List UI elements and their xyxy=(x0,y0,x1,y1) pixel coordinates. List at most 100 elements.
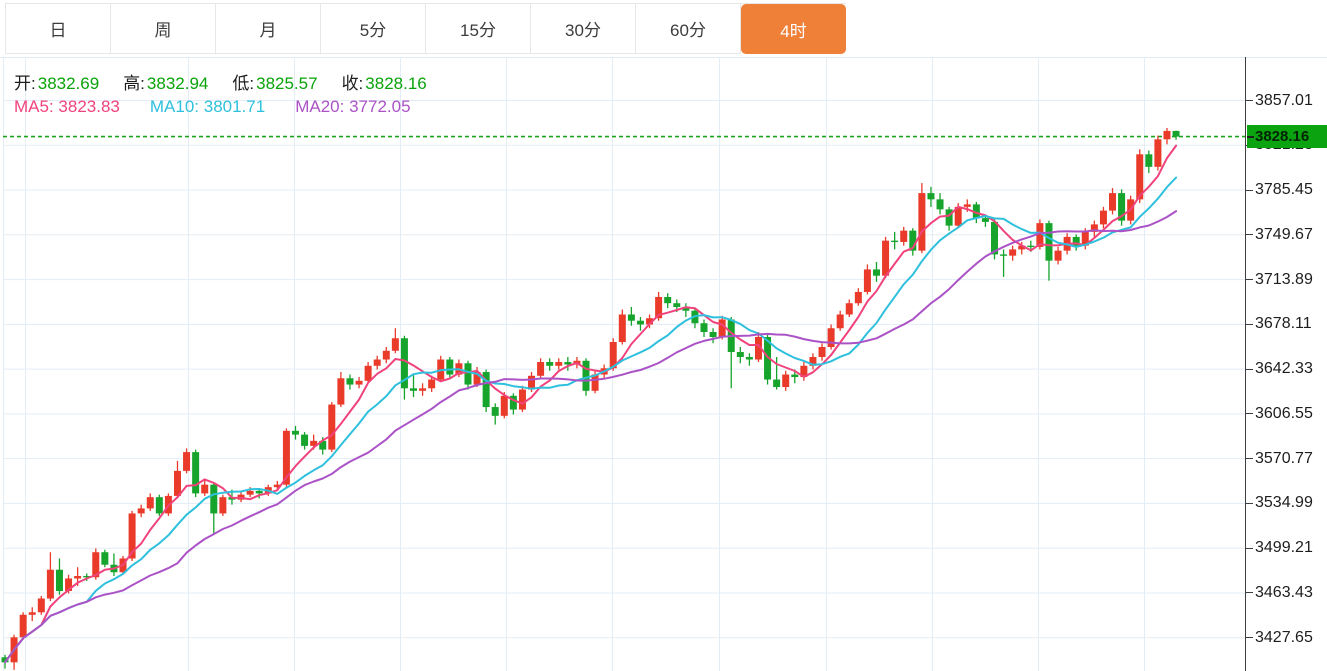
period-tab-bar: 日周月 5分 15分 30分 60分 4时 xyxy=(0,0,1327,57)
tab-period-6[interactable]: 60分 xyxy=(636,4,741,54)
tab-period-2[interactable]: 月 xyxy=(216,4,321,54)
candle-up xyxy=(364,365,372,381)
candle-down xyxy=(255,490,263,494)
candle-up xyxy=(419,388,427,391)
candle-down xyxy=(891,240,899,243)
candle-down xyxy=(546,362,554,366)
candle-down xyxy=(1172,130,1180,137)
candle-up xyxy=(19,614,27,638)
candle-down xyxy=(491,407,499,416)
candle-up xyxy=(183,452,191,471)
candle-down xyxy=(446,359,454,375)
candle-up xyxy=(646,318,654,325)
candle-up xyxy=(591,374,599,391)
candle-up xyxy=(618,314,626,343)
candle-up xyxy=(500,395,508,416)
tab-period-0[interactable]: 日 xyxy=(6,4,111,54)
candle-down xyxy=(981,218,989,222)
candle-up xyxy=(173,470,181,496)
candle-up xyxy=(555,362,563,366)
y-axis-label: 3785.45 xyxy=(1246,181,1327,200)
candle-up xyxy=(355,380,363,385)
ma20-line xyxy=(4,210,1178,664)
y-axis-label: 3678.11 xyxy=(1246,315,1327,334)
y-axis-label-text: 3678.11 xyxy=(1255,315,1312,333)
candle-down xyxy=(927,193,935,200)
candle-up xyxy=(809,357,817,366)
candle-down xyxy=(1072,236,1080,246)
candle-down xyxy=(509,395,517,410)
candle-down xyxy=(155,497,163,514)
candle-up xyxy=(827,328,835,348)
candle-up xyxy=(1036,223,1044,247)
candle-up xyxy=(246,490,254,495)
current-price-tag: 3828.16 xyxy=(1247,125,1327,149)
y-axis-label-text: 3570.77 xyxy=(1255,449,1313,467)
tab-period-5[interactable]: 30分 xyxy=(531,4,636,54)
candle-up xyxy=(65,578,73,592)
y-axis-label-text: 3463.43 xyxy=(1255,583,1313,601)
y-axis-label: 3713.89 xyxy=(1246,270,1327,289)
candle-up xyxy=(1109,193,1117,211)
candle-up xyxy=(954,206,962,226)
candle-down xyxy=(764,337,772,380)
y-axis-label: 3749.67 xyxy=(1246,225,1327,244)
plot-area[interactable] xyxy=(0,57,1245,671)
candle-up xyxy=(219,497,227,514)
y-axis-tick-icon xyxy=(1246,502,1253,504)
candle-down xyxy=(83,575,91,578)
y-axis-tick-icon xyxy=(1246,189,1253,191)
y-axis-label-text: 3749.67 xyxy=(1255,225,1313,243)
y-axis-tick-icon xyxy=(1246,592,1253,594)
y-axis-label-text: 3785.45 xyxy=(1255,181,1313,199)
candle-up xyxy=(836,314,844,329)
candle-down xyxy=(745,357,753,360)
candle-down xyxy=(709,331,717,338)
candle-up xyxy=(337,378,345,405)
y-axis-tick-icon xyxy=(1246,637,1253,639)
candle-down xyxy=(400,338,408,389)
candle-up xyxy=(128,513,136,559)
ma5-line xyxy=(4,144,1178,664)
y-axis-label: 3499.21 xyxy=(1246,539,1327,558)
y-axis-tick-icon xyxy=(1246,368,1253,370)
candle-down xyxy=(1118,193,1126,221)
candle-up xyxy=(818,347,826,358)
tab-period-3[interactable]: 5分 xyxy=(321,4,426,54)
candle-up xyxy=(800,365,808,378)
candle-down xyxy=(582,360,590,391)
candle-up xyxy=(609,342,617,369)
candle-up xyxy=(373,359,381,366)
y-axis-tick-icon xyxy=(1246,279,1253,281)
y-axis-label-text: 3857.01 xyxy=(1255,91,1313,109)
candle-down xyxy=(101,552,109,565)
ma10-line xyxy=(4,176,1178,664)
candle-down xyxy=(1,657,9,663)
candle-up xyxy=(718,319,726,338)
candle-up xyxy=(900,230,908,242)
candle-down xyxy=(636,320,644,325)
y-axis-label: 3606.55 xyxy=(1246,404,1327,423)
candle-down xyxy=(1027,245,1035,248)
tab-period-4[interactable]: 15分 xyxy=(426,4,531,54)
candle-down xyxy=(1145,154,1153,167)
candle-up xyxy=(146,497,154,509)
tab-period-1[interactable]: 周 xyxy=(111,4,216,54)
candle-up xyxy=(310,440,318,446)
candle-up xyxy=(28,612,36,615)
candle-down xyxy=(972,204,980,219)
y-axis-tick-icon xyxy=(1246,413,1253,415)
tab-period-7[interactable]: 4时 xyxy=(741,4,846,54)
y-axis-label: 3570.77 xyxy=(1246,449,1327,468)
tab-strip: 日周月 5分 15分 30分 60分 4时 xyxy=(5,3,846,54)
candle-down xyxy=(664,296,672,304)
candle-down xyxy=(991,221,999,255)
candle-up xyxy=(1163,130,1171,140)
current-price-value: 3828.16 xyxy=(1255,128,1310,146)
candle-down xyxy=(319,440,327,450)
candle-down xyxy=(872,269,880,276)
y-axis-label: 3857.01 xyxy=(1246,91,1327,110)
candle-down xyxy=(773,379,781,388)
candle-up xyxy=(1090,224,1098,232)
candle-up xyxy=(754,337,762,360)
